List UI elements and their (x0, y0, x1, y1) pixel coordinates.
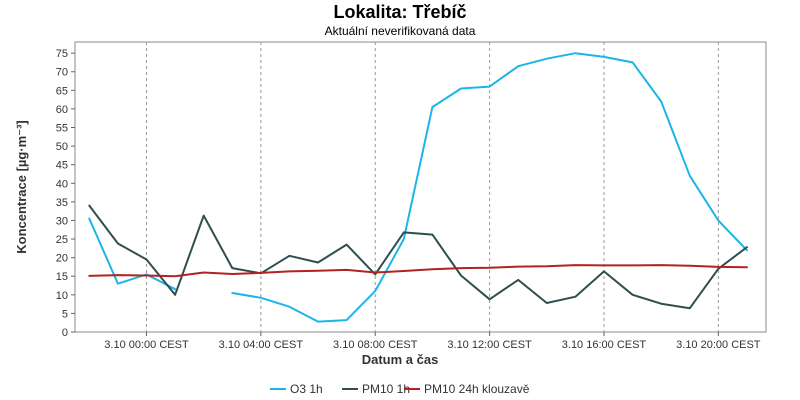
series-line-0 (88, 52, 748, 323)
y-axis-label: Koncentrace [µg·m⁻³] (14, 120, 29, 254)
y-tick-label: 35 (56, 197, 68, 209)
legend-label: PM10 1h (362, 382, 410, 396)
x-tick-label: 3.10 12:00 CEST (447, 339, 532, 351)
legend-label: O3 1h (290, 382, 323, 396)
series-line-1 (88, 204, 748, 310)
series-lines (88, 52, 748, 323)
x-tick-label: 3.10 04:00 CEST (219, 339, 304, 351)
y-tick-label: 15 (56, 271, 68, 283)
x-axis-label: Datum a čas (362, 352, 439, 367)
x-tick-label: 3.10 16:00 CEST (562, 339, 647, 351)
x-tick-label: 3.10 20:00 CEST (676, 339, 761, 351)
y-tick-label: 30 (56, 215, 68, 227)
chart-title: Lokalita: Třebíč (333, 2, 466, 22)
y-tick-label: 60 (56, 104, 68, 116)
y-tick-label: 75 (56, 48, 68, 60)
x-tick-label: 3.10 00:00 CEST (104, 339, 189, 351)
chart-subtitle: Aktuální neverifikovaná data (325, 24, 476, 38)
y-tick-label: 50 (56, 141, 68, 153)
y-tick-label: 0 (62, 327, 68, 339)
y-tick-label: 45 (56, 160, 68, 172)
plot-area (74, 41, 767, 333)
x-axis-ticks: 3.10 00:00 CEST 3.10 04:00 CEST 3.10 08:00… (104, 332, 761, 351)
y-tick-label: 20 (56, 253, 68, 265)
y-tick-label: 70 (56, 67, 68, 79)
series-line-2 (88, 264, 748, 278)
y-tick-label: 55 (56, 123, 68, 135)
y-tick-label: 5 (62, 308, 68, 320)
y-axis-ticks: 0 5 10 15 20 25 30 35 40 45 50 55 60 65 70 75 (56, 48, 75, 339)
y-tick-label: 65 (56, 85, 68, 97)
y-tick-label: 40 (56, 178, 68, 190)
x-tick-label: 3.10 08:00 CEST (333, 339, 418, 351)
y-tick-label: 25 (56, 234, 68, 246)
legend-label: PM10 24h klouzavě (424, 382, 530, 396)
y-tick-label: 10 (56, 290, 68, 302)
grid-lines (145, 42, 719, 332)
chart-legend: O3 1h PM10 1h PM10 24h klouzavě (270, 382, 530, 396)
